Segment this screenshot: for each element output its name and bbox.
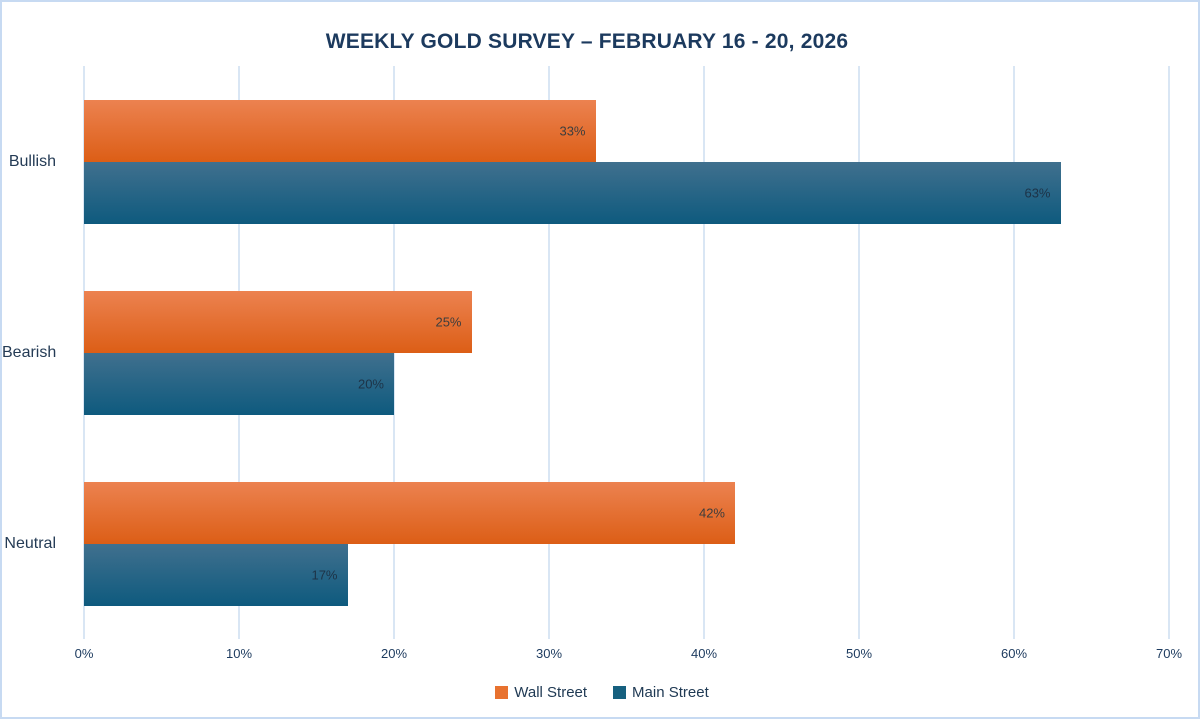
gridline [703,66,705,639]
bar-value-label: 63% [1024,185,1051,200]
bar-value-label: 17% [311,567,338,582]
bar-value-label: 20% [357,376,384,391]
legend-item-main-street: Main Street [613,684,709,701]
x-tick-label: 30% [535,646,563,661]
x-tick-label: 40% [690,646,718,661]
bar-value-label: 25% [435,314,462,329]
gridline [858,66,860,639]
legend-item-wall-street: Wall Street [495,684,587,701]
category-label-bullish: Bullish [8,152,56,170]
legend-label: Wall Street [514,684,588,701]
x-tick-label: 50% [845,646,873,661]
bar-bullish-main-street: 63% [84,161,1061,224]
legend-swatch-icon [613,686,627,699]
bar-value-label: 42% [698,505,725,520]
legend-swatch-icon [495,686,509,699]
gridline [393,66,395,639]
x-tick-label: 10% [225,646,253,661]
legend: Wall Street Main Street [2,684,1198,701]
bar-neutral-wall-street: 42% [84,481,735,544]
gridline [1168,66,1170,639]
category-label-bearish: Bearish [2,343,57,361]
x-tick-label: 60% [1000,646,1028,661]
chart-title: WEEKLY GOLD SURVEY – FEBRUARY 16 - 20, 2… [325,30,849,53]
bar-bearish-wall-street: 25% [84,290,472,353]
bar-neutral-main-street: 17% [84,543,348,606]
gridline [1013,66,1015,639]
plot-area: 33% 63% 25% 20% 42% 17% [83,66,1170,639]
bar-value-label: 33% [559,123,586,138]
bar-bullish-wall-street: 33% [84,99,596,162]
legend-label: Main Street [632,684,709,701]
bar-bearish-main-street: 20% [84,352,394,415]
x-tick-label: 20% [380,646,408,661]
category-label-neutral: Neutral [4,534,56,552]
gridline [548,66,550,639]
x-tick-label: 0% [74,646,94,661]
x-tick-label: 70% [1155,646,1183,661]
